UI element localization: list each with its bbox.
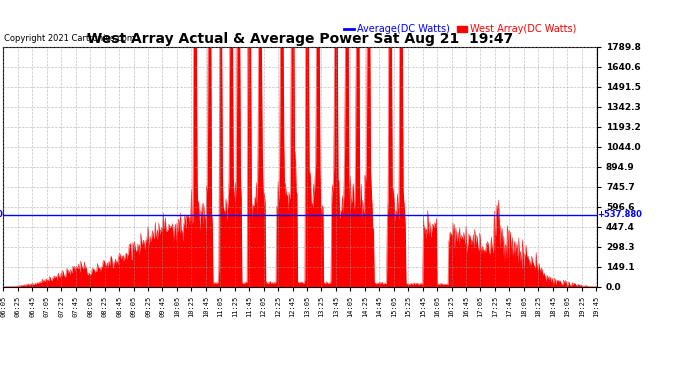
- Text: +537.880: +537.880: [597, 210, 642, 219]
- Text: Copyright 2021 Cartronics.com: Copyright 2021 Cartronics.com: [4, 34, 135, 43]
- Text: +537.880: +537.880: [0, 210, 3, 219]
- Legend: Average(DC Watts), West Array(DC Watts): Average(DC Watts), West Array(DC Watts): [340, 21, 580, 38]
- Title: West Array Actual & Average Power Sat Aug 21  19:47: West Array Actual & Average Power Sat Au…: [87, 32, 513, 46]
